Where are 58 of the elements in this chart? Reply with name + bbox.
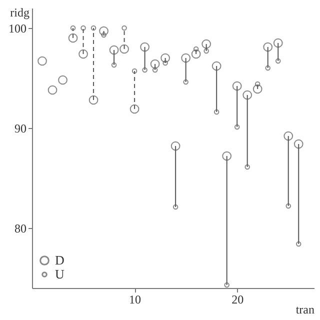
point (275, 58, 281, 64)
point (78, 49, 88, 59)
point (172, 204, 178, 210)
point (88, 95, 98, 105)
point (132, 68, 138, 74)
point (252, 84, 262, 94)
point (122, 25, 127, 31)
point (68, 33, 78, 43)
y-tick-label: 90 (14, 122, 26, 136)
point (242, 90, 252, 100)
x-tick-label: 10 (129, 292, 142, 306)
legend-label: D (55, 252, 64, 268)
point (284, 131, 294, 141)
y-axis-title: ridg (10, 6, 30, 20)
point (80, 25, 86, 31)
point (191, 49, 201, 59)
point (162, 60, 168, 66)
point (222, 151, 232, 161)
point (101, 32, 106, 38)
point (70, 25, 76, 31)
point (234, 124, 240, 130)
point (152, 67, 158, 73)
point (273, 38, 283, 48)
point (212, 61, 222, 71)
point (130, 104, 140, 114)
y-tick-label: 80 (14, 222, 26, 236)
point (170, 141, 180, 151)
point (90, 25, 96, 31)
x-axis-title: tran (296, 302, 314, 316)
point (111, 62, 117, 68)
point (202, 39, 212, 49)
point (99, 26, 108, 36)
x-tick-label: 20 (232, 292, 244, 306)
point (150, 59, 160, 69)
point (232, 81, 242, 91)
point (193, 46, 199, 52)
point (214, 109, 220, 115)
point (140, 42, 150, 52)
point (58, 75, 68, 85)
legend-label: U (55, 266, 65, 282)
point (120, 44, 129, 54)
point (224, 282, 230, 288)
point (181, 53, 190, 63)
point (296, 241, 302, 247)
point (160, 53, 170, 63)
point (294, 139, 304, 149)
point (286, 203, 291, 209)
point (204, 48, 209, 54)
point (38, 56, 47, 66)
y-tick-label: 100 (8, 22, 26, 36)
point (263, 42, 273, 52)
point (183, 79, 188, 85)
point (142, 67, 148, 73)
point (109, 45, 119, 55)
point (265, 65, 270, 71)
point (244, 164, 250, 170)
point (254, 81, 260, 87)
point (48, 85, 58, 95)
